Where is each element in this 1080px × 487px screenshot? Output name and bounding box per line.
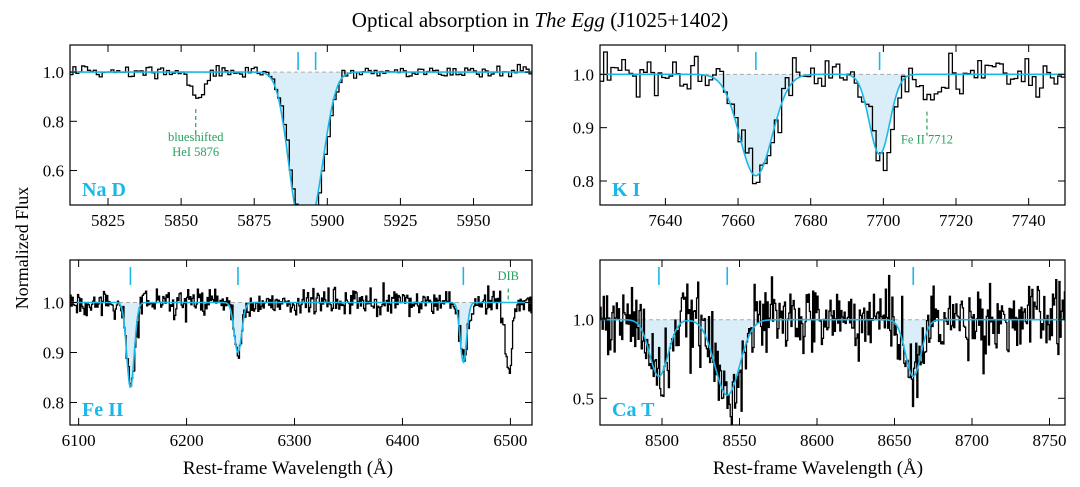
x-tick-label: 5825 (91, 211, 125, 230)
x-tick-label: 5900 (310, 211, 344, 230)
axes-frame (599, 44, 1066, 206)
x-tick-label: 5925 (383, 211, 417, 230)
plot-area (600, 49, 1065, 185)
y-tick-label: 0.8 (43, 394, 64, 413)
x-tick-label: 8500 (645, 431, 679, 450)
x-tick-label: 5950 (457, 211, 491, 230)
y-tick-label: 0.8 (573, 172, 594, 191)
x-axis-label-right: Rest-frame Wavelength (Å) (713, 458, 923, 479)
x-tick-label: 5850 (164, 211, 198, 230)
y-tick-label: 0.9 (43, 344, 64, 363)
panel-ca-t: 8500 8550 8600 8650 8700 8750 0.5 1.0 Ca T (573, 259, 1067, 450)
x-tick-label: 7640 (648, 211, 682, 230)
annotation-text: DIB (497, 269, 519, 283)
y-tick-label: 1.0 (573, 311, 594, 330)
model-curve (600, 318, 1065, 396)
x-tick-label: 6400 (385, 431, 419, 450)
axes-frame (69, 259, 533, 426)
x-tick-label: 7720 (939, 211, 973, 230)
y-tick-label: 1.0 (43, 294, 64, 313)
x-tick-label: 7680 (794, 211, 828, 230)
plot-area (600, 274, 1065, 425)
x-tick-label: 6100 (62, 431, 96, 450)
x-tick-label: 7740 (1012, 211, 1046, 230)
x-tick-label: 7700 (866, 211, 900, 230)
spectrum-data (600, 49, 1065, 185)
panel-label: Ca T (612, 399, 655, 421)
panel-label: Na D (82, 179, 126, 201)
spectrum-data (70, 282, 532, 387)
y-tick-label: 0.5 (573, 389, 594, 408)
y-tick-label: 0.9 (573, 119, 594, 138)
axes-frame (599, 259, 1066, 426)
figure-title: Optical absorption in The Egg (J1025+140… (352, 8, 728, 32)
y-axis-label: Normalized Flux (12, 187, 32, 309)
x-tick-label: 5875 (237, 211, 271, 230)
x-tick-label: 8650 (878, 431, 912, 450)
panel-fe-ii: DIB 6100 6200 6300 6400 6500 0.8 0.9 1.0 Fe II (43, 259, 533, 450)
absorption-fill (600, 74, 1065, 176)
plot-area (70, 63, 532, 205)
panel-label: Fe II (82, 399, 124, 421)
plot-area (70, 282, 532, 389)
x-tick-label: 8700 (955, 431, 989, 450)
spectrum-data (70, 63, 532, 205)
y-tick-label: 1.0 (43, 63, 64, 82)
y-tick-label: 1.0 (573, 65, 594, 84)
model-curve (70, 301, 532, 389)
spectrum-data (600, 274, 1065, 425)
x-tick-label: 6300 (278, 431, 312, 450)
x-tick-label: 7660 (721, 211, 755, 230)
y-tick-label: 0.6 (43, 162, 64, 181)
x-tick-label: 6200 (170, 431, 204, 450)
x-tick-label: 8750 (1033, 431, 1067, 450)
annotation-text: HeI 5876 (172, 145, 219, 159)
y-tick-label: 0.8 (43, 112, 64, 131)
x-tick-label: 8600 (800, 431, 834, 450)
model-curve (70, 71, 532, 205)
x-tick-label: 8550 (723, 431, 757, 450)
x-tick-label: 6500 (493, 431, 527, 450)
annotation-text: blueshifted (168, 130, 224, 144)
panel-k-i: Fe II 7712 7640 7660 7680 7700 7720 7740 0.8 0.9… (573, 44, 1066, 230)
panel-label: K I (612, 179, 641, 201)
absorption-fill (600, 319, 1065, 396)
annotation-text: Fe II 7712 (901, 133, 953, 147)
absorption-fill (70, 72, 532, 205)
model-curve (600, 73, 1065, 177)
x-axis-label-left: Rest-frame Wavelength (Å) (183, 458, 393, 479)
axes-frame (69, 44, 533, 206)
